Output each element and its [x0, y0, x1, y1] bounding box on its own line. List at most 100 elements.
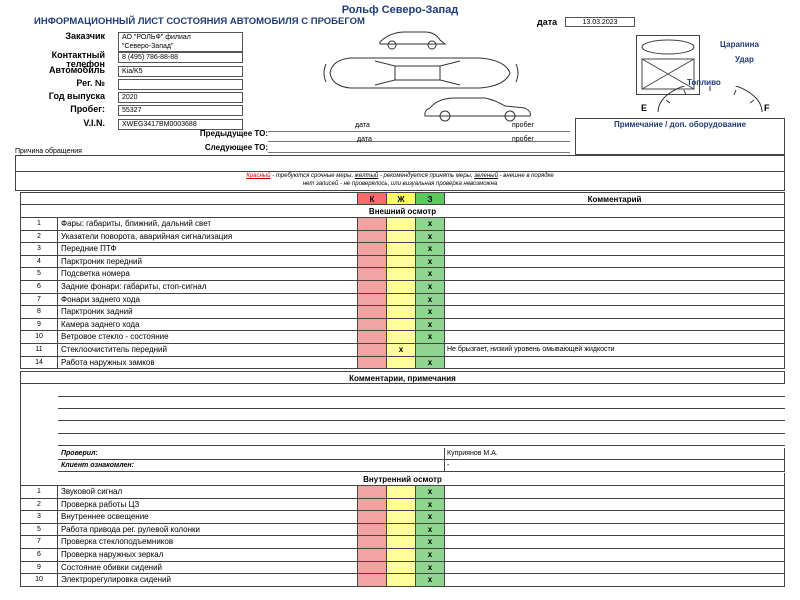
row-number: 3 — [20, 511, 58, 524]
row-number: 4 — [20, 255, 58, 269]
row-label: Внутреннее освещение — [58, 511, 358, 524]
field-label: Пробег: — [70, 104, 105, 114]
gauge-arc — [657, 86, 763, 113]
field-box — [118, 79, 243, 90]
header-cell: Ж — [387, 192, 416, 205]
mark-green: x — [416, 306, 445, 319]
mark-yellow — [387, 268, 416, 281]
next-mileage: пробег — [512, 136, 534, 143]
checked: Куприянов М.А. — [445, 448, 785, 460]
mark-yellow — [387, 486, 416, 499]
mark-yellow — [387, 511, 416, 524]
row-comment — [445, 243, 785, 256]
mark-yellow — [387, 230, 416, 244]
client-label: Клиент ознакомлен: — [58, 460, 445, 472]
row-label: Работа наружных замков — [58, 356, 358, 370]
mark-red — [358, 306, 387, 319]
car-side-bottom — [424, 97, 531, 117]
mark-red — [358, 356, 387, 370]
row-comment — [445, 561, 785, 575]
mark-yellow — [387, 356, 416, 370]
row-number: 10 — [20, 331, 58, 344]
car-top-cabin — [374, 60, 461, 86]
row-comment — [445, 498, 785, 512]
scale-line: Красный - требуются срочные меры, желтый… — [16, 172, 784, 180]
field-value: XWEG3417BM0003688 — [122, 121, 197, 128]
comment-line — [58, 434, 785, 447]
mark-red — [358, 318, 387, 332]
mark-red — [358, 523, 387, 537]
mark-green: x — [416, 523, 445, 537]
car-ends — [323, 63, 519, 83]
mark-green: x — [416, 268, 445, 281]
scale-yellow-text: - рекомендуется принять меры, — [378, 173, 475, 179]
row-comment — [445, 536, 785, 549]
next-label: Следующее ТО: — [204, 143, 268, 152]
checked-label: Проверил: — [58, 448, 445, 460]
row-comment — [445, 268, 785, 281]
next-date: дата — [357, 136, 372, 143]
row-label: Парктроник передний — [58, 255, 358, 269]
row-number: 14 — [20, 356, 58, 370]
row-label: Работа привода рег. рулевой колонки — [58, 523, 358, 537]
row-comment — [445, 549, 785, 562]
field-box: 55327 — [118, 105, 243, 116]
mark-green: x — [416, 255, 445, 269]
mark-yellow — [387, 536, 416, 549]
row-label: Камера заднего хода — [58, 318, 358, 332]
row-number: 6 — [20, 281, 58, 294]
row-comment — [445, 218, 785, 231]
comment-line — [58, 384, 785, 397]
mark-red — [358, 511, 387, 524]
row-comment: Не брызгает, низкий уровень омывающей жи… — [445, 344, 785, 357]
header-cell: К — [358, 192, 387, 205]
row-comment — [445, 574, 785, 587]
field-label: телефон — [66, 59, 105, 69]
mark-yellow — [387, 549, 416, 562]
mark-red — [358, 549, 387, 562]
mark-red — [358, 268, 387, 281]
mark-yellow — [387, 331, 416, 344]
field-box: АО "РОЛЬФ" филиал "Северо-Запад" — [118, 32, 243, 52]
row-number: 9 — [20, 561, 58, 575]
mark-yellow — [387, 306, 416, 319]
row-number: 7 — [20, 536, 58, 549]
row-comment — [445, 486, 785, 499]
field-value: 8 (495) 786-88-88 — [122, 54, 179, 61]
table-frame — [20, 384, 21, 473]
mark-yellow — [387, 318, 416, 332]
field-box: Kia/K5 — [118, 66, 243, 77]
scale-green-text: - внешне в порядке — [497, 173, 554, 179]
mark-green: x — [416, 574, 445, 587]
header-blank — [20, 192, 358, 205]
fuel-gauge — [657, 86, 763, 113]
row-comment — [445, 230, 785, 244]
mark-green: x — [416, 486, 445, 499]
fuel-full: F — [764, 103, 770, 113]
row-label: Стеклоочиститель передний — [58, 344, 358, 357]
scale-green: зеленый — [474, 173, 498, 179]
row-label: Передние ПТФ — [58, 243, 358, 256]
field-box: XWEG3417BM0003688 — [118, 119, 243, 130]
comment-line — [58, 397, 785, 409]
section-title: Внутренний осмотр — [20, 473, 785, 486]
row-label: Указатели поворота, аварийная сигнализац… — [58, 230, 358, 244]
mark-red — [358, 293, 387, 307]
row-comment — [445, 318, 785, 332]
field-label: Рег. № — [76, 78, 105, 88]
comment-line — [58, 409, 785, 422]
wheel — [439, 110, 451, 122]
row-label: Состояние обивки сидений — [58, 561, 358, 575]
scratch-icon — [641, 39, 695, 55]
row-label: Фонари заднего хода — [58, 293, 358, 307]
note: Примечание / доп. оборудование — [613, 120, 747, 129]
wheel — [427, 40, 437, 50]
mark-red — [358, 281, 387, 294]
service-divider — [268, 141, 570, 142]
field-label: Заказчик — [65, 31, 105, 41]
car-diagram — [323, 31, 531, 122]
mark-green: x — [416, 549, 445, 562]
row-number: 1 — [20, 218, 58, 231]
row-label: Парктроник задний — [58, 306, 358, 319]
row-label: Проверка наружных зеркал — [58, 549, 358, 562]
